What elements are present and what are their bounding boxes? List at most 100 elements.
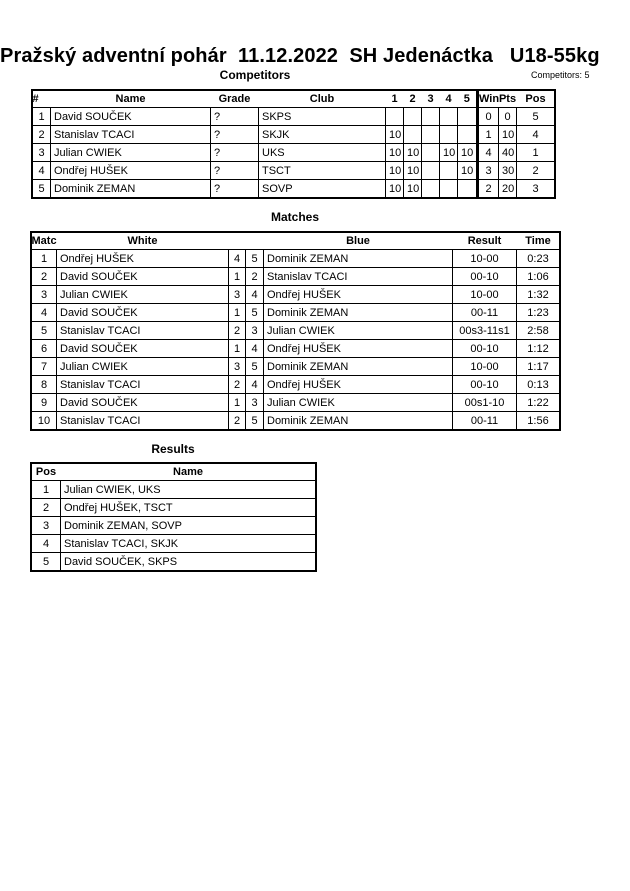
table-cell: 3 [31,516,61,535]
table-cell: Julian CWIEK [263,393,453,412]
table-cell: 1 [32,107,51,126]
column-header: Result [467,234,502,247]
column-header: 4 [445,92,452,105]
table-cell: 00-11 [452,303,517,322]
table-cell: Stanislav TCACI [56,411,229,430]
matches-heading: Matches [270,210,320,224]
table-cell: 4 [245,285,264,304]
table-cell: 4 [32,161,51,180]
table-cell: 1 [228,393,246,412]
table-cell: Ondřej HUŠEK, TSCT [60,498,316,517]
column-header: Club [309,92,335,105]
table-row: 4 David SOUČEK 1 5 Dominik ZEMAN 00-11 1:23 [31,303,560,322]
table-cell [403,125,422,144]
table-row: 1 Julian CWIEK, UKS [31,480,316,499]
table-cell: Julian CWIEK [50,143,211,162]
table-row: 10 Stanislav TCACI 2 5 Dominik ZEMAN 00-11 1:5… [31,411,560,430]
table-cell: 3 [245,393,264,412]
table-cell: 1 [476,125,499,144]
table-cell: 4 [245,339,264,358]
column-header: Match [31,234,57,247]
table-cell: Julian CWIEK, UKS [60,480,316,499]
table-cell: 1 [228,303,246,322]
table-cell: Stanislav TCACI [56,375,229,394]
table-row: 1 Ondřej HUŠEK 4 5 Dominik ZEMAN 10-00 0:23 [31,249,560,268]
table-cell: 2 [228,321,246,340]
table-cell: 10 [31,411,57,430]
table-cell: TSCT [258,161,386,180]
table-cell: 1:12 [516,339,560,358]
table-cell: David SOUČEK, SKPS [60,552,316,571]
table-cell: SOVP [258,179,386,198]
page-title: Pražský adventní pohár 11.12.2022 SH Jed… [0,45,600,67]
table-cell: 8 [31,375,57,394]
table-cell: 5 [31,321,57,340]
table-row: 3 Julian CWIEK 3 4 Ondřej HUŠEK 10-00 1:32 [31,285,560,304]
table-cell: 00-10 [452,267,517,286]
table-cell [385,107,404,126]
table-cell [403,107,422,126]
table-cell: 9 [31,393,57,412]
table-cell: Stanislav TCACI, SKJK [60,534,316,553]
table-cell [421,161,440,180]
column-header [246,232,264,250]
table-cell: 10 [403,143,422,162]
table-cell: David SOUČEK [50,107,211,126]
table-cell: Dominik ZEMAN [263,249,453,268]
results-heading: Results [151,442,195,456]
table-row: 5 Dominik ZEMAN? SOVP 10 10 2 20 3 [32,179,555,198]
table-cell: 4 [516,125,555,144]
table-cell: 2 [245,267,264,286]
table-cell: Dominik ZEMAN [263,303,453,322]
table-cell: 1 [228,267,246,286]
table-cell: 3 [516,179,555,198]
matches-table: MatchWhiteBlueResultTime1Ondřej HUŠEK45D… [30,231,561,431]
table-row: 4 Ondřej HUŠEK? TSCT 10 10 10 3 30 2 [32,161,555,180]
table-row: 4 Stanislav TCACI, SKJK [31,534,316,553]
column-header: Pts [498,92,517,105]
table-cell: ? [210,179,259,198]
column-header: 3 [427,92,434,105]
table-cell: 10-00 [452,285,517,304]
table-cell: 10 [498,125,517,144]
table-cell: 2 [516,161,555,180]
table-row: 3 Julian CWIEK? UKS 10 10 10 10 4 40 1 [32,143,555,162]
table-cell: 2 [476,179,499,198]
table-cell: David SOUČEK [56,303,229,322]
table-cell: ? [210,161,259,180]
table-cell [439,125,458,144]
competitors-count: Competitors: 5 [531,70,590,80]
table-cell [457,125,478,144]
table-cell [421,179,440,198]
table-cell: 2 [31,498,61,517]
table-cell: 5 [245,411,264,430]
table-cell: Stanislav TCACI [50,125,211,144]
column-header [229,232,246,250]
table-row: 2 Stanislav TCACI? SKJK 10 1 10 4 [32,125,555,144]
table-cell: 00-10 [452,375,517,394]
table-row: 3 Dominik ZEMAN, SOVP [31,516,316,535]
table-cell: UKS [258,143,386,162]
column-header: Name [173,465,203,478]
table-row: 2 David SOUČEK 1 2 Stanislav TCACI 00-10 1:06 [31,267,560,286]
table-cell [421,125,440,144]
table-cell: Ondřej HUŠEK [263,339,453,358]
table-cell: Dominik ZEMAN [263,411,453,430]
table-cell: 10 [403,161,422,180]
table-cell [421,107,440,126]
table-cell: Stanislav TCACI [263,267,453,286]
column-header: 5 [463,92,470,105]
table-cell: 00-11 [452,411,517,430]
table-cell: 1 [516,143,555,162]
table-cell: 5 [245,249,264,268]
table-cell: David SOUČEK [56,339,229,358]
table-cell [439,161,458,180]
table-cell: 3 [476,161,499,180]
table-cell: Dominik ZEMAN [263,357,453,376]
table-cell: 1:06 [516,267,560,286]
table-cell: 0:13 [516,375,560,394]
table-cell: 10 [403,179,422,198]
table-row: 5 David SOUČEK, SKPS [31,552,316,571]
table-cell: 5 [516,107,555,126]
table-cell: SKJK [258,125,386,144]
